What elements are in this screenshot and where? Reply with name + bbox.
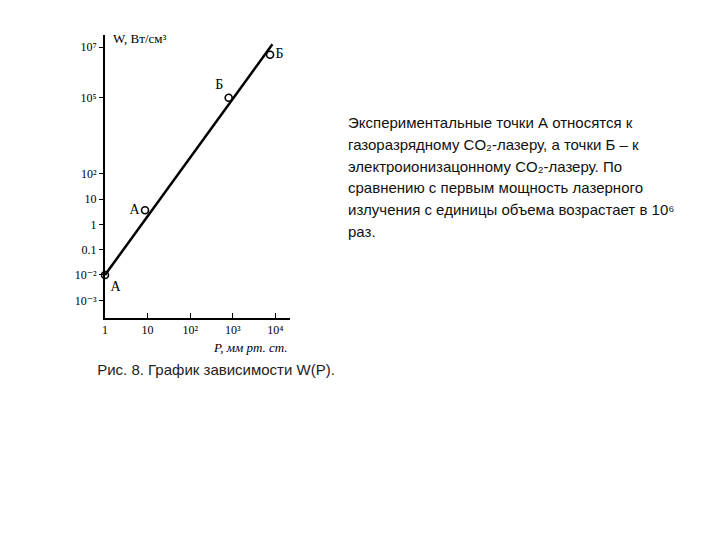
svg-text:Рис. 8. График зависимости W(P: Рис. 8. График зависимости W(P). bbox=[97, 361, 335, 378]
svg-text:Б: Б bbox=[275, 46, 283, 61]
svg-text:W, Вт/см³: W, Вт/см³ bbox=[113, 31, 167, 46]
svg-text:1: 1 bbox=[91, 218, 97, 232]
svg-text:10²: 10² bbox=[182, 323, 198, 337]
svg-text:10: 10 bbox=[85, 192, 97, 206]
svg-text:10: 10 bbox=[142, 323, 154, 337]
svg-text:10⁻²: 10⁻² bbox=[75, 268, 97, 282]
svg-text:1: 1 bbox=[102, 323, 108, 337]
svg-text:10⁴: 10⁴ bbox=[267, 323, 283, 337]
svg-text:10⁵: 10⁵ bbox=[80, 91, 96, 105]
svg-text:10⁻³: 10⁻³ bbox=[75, 294, 97, 308]
svg-text:0.1: 0.1 bbox=[82, 243, 97, 257]
svg-text:10³: 10³ bbox=[225, 323, 241, 337]
svg-text:10²: 10² bbox=[81, 167, 97, 181]
svg-text:А: А bbox=[130, 202, 141, 217]
svg-text:Б: Б bbox=[215, 77, 223, 92]
svg-text:P, мм рт. ст.: P, мм рт. ст. bbox=[213, 340, 288, 355]
html-text:Экспериментальные точки А отно: Экспериментальные точки А относятся к га… bbox=[348, 114, 675, 240]
svg-text:10⁷: 10⁷ bbox=[80, 40, 96, 54]
svg-text:А: А bbox=[110, 279, 121, 294]
